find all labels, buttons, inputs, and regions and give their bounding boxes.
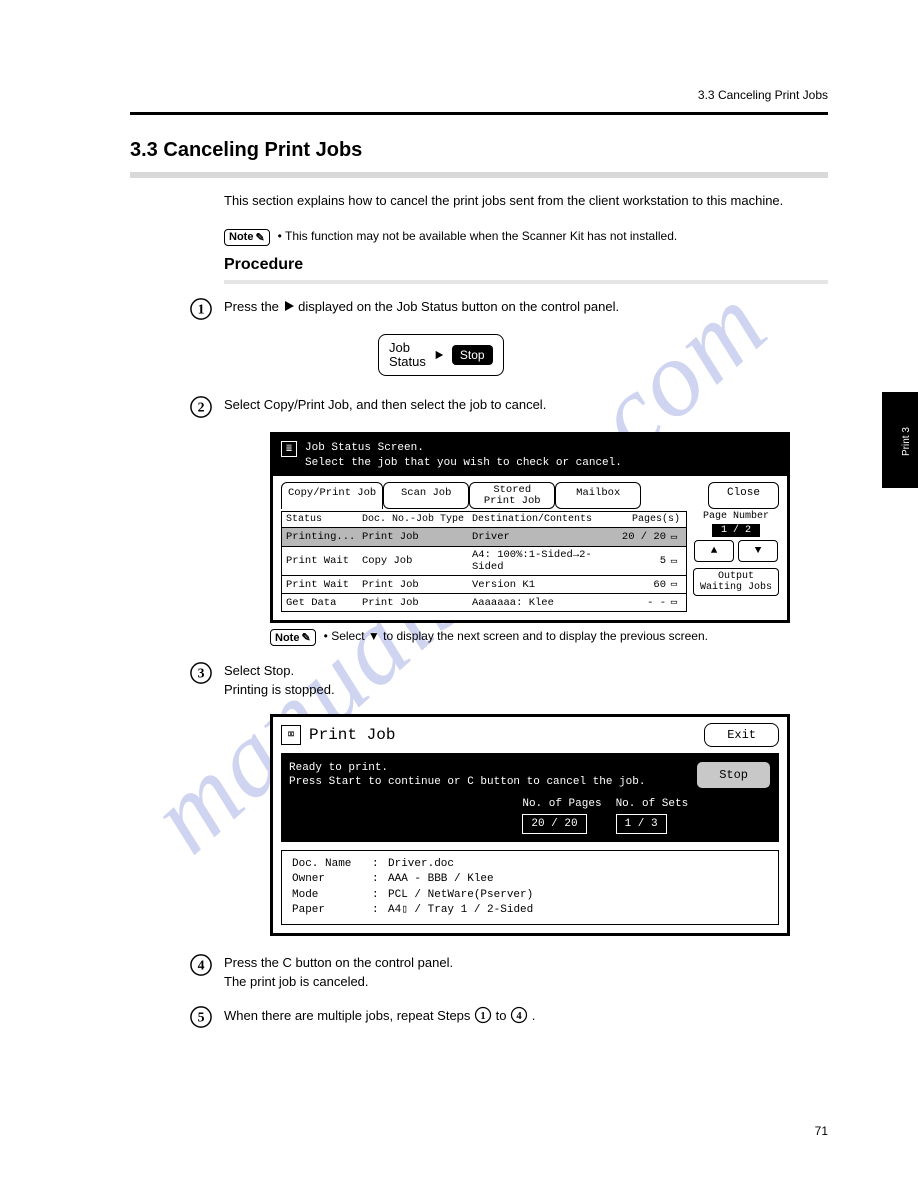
side-tab-bg <box>882 392 918 488</box>
step-4: 4 Press the C button on the control pane… <box>130 954 828 992</box>
svg-text:1: 1 <box>480 1011 485 1022</box>
note-a: Note • This function may not be availabl… <box>224 229 828 246</box>
job-status-button[interactable]: Job Status Stop <box>378 334 504 377</box>
panel2-message: Ready to print. Press Start to continue … <box>289 761 688 834</box>
svg-text:4: 4 <box>198 958 205 973</box>
panel2-title: ⌧ Print Job <box>281 725 395 745</box>
svg-text:1: 1 <box>198 301 205 316</box>
chapter-title: 3.3 Canceling Print Jobs <box>130 139 828 162</box>
output-waiting-button[interactable]: Output Waiting Jobs <box>693 568 779 596</box>
step-4b-text: The print job is canceled. <box>224 974 369 989</box>
side-tab-label: Print 3 <box>901 406 912 478</box>
svg-text:4: 4 <box>517 1011 523 1022</box>
tab-scan[interactable]: Scan Job <box>383 482 469 509</box>
step-1-text: Press the displayed on the Job Status bu… <box>224 298 828 318</box>
pages-icon: ▭ <box>666 555 682 568</box>
page-up-button[interactable]: ▲ <box>694 540 734 562</box>
subhead-procedure: Procedure <box>224 256 828 274</box>
down-triangle-icon: ▼ <box>368 629 383 643</box>
step-1-number-icon: 1 <box>190 298 212 320</box>
step-3-number-icon: 3 <box>190 662 212 684</box>
intro-text: This section explains how to cancel the … <box>224 192 828 211</box>
panel2-details: Doc. Name:Driver.doc Owner:AAA - BBB / K… <box>281 850 779 926</box>
step-1: 1 Press the displayed on the Job Status … <box>130 298 828 320</box>
print-job-panel: ⌧ Print Job Exit Ready to print. Press S… <box>270 714 790 937</box>
tab-mailbox[interactable]: Mailbox <box>555 482 641 509</box>
svg-text:3: 3 <box>198 666 205 681</box>
table-row[interactable]: Print Wait Print Job Version K1 60 ▭ <box>282 575 686 593</box>
circled-1-icon: 1 <box>474 1006 492 1030</box>
rule-top <box>130 112 828 115</box>
panel1-header: ≣ Job Status Screen. Select the job that… <box>273 435 787 476</box>
tab-stored[interactable]: Stored Print Job <box>469 482 555 509</box>
pages-icon: ▭ <box>666 596 682 609</box>
job-status-panel: ≣ Job Status Screen. Select the job that… <box>270 432 790 623</box>
circled-4-icon: 4 <box>510 1006 528 1030</box>
no-pages-value: 20 / 20 <box>522 814 586 834</box>
step-2-number-icon: 2 <box>190 396 212 418</box>
pages-icon: ▭ <box>666 578 682 591</box>
step-3a-text: Select Stop. <box>224 663 294 678</box>
step-3b-text: Printing is stopped. <box>224 682 335 697</box>
page-number-label: Page Number <box>693 511 779 522</box>
page-down-button[interactable]: ▼ <box>738 540 778 562</box>
step-4-number-icon: 4 <box>190 954 212 976</box>
step-2: 2 Select Copy/Print Job, and then select… <box>130 396 828 418</box>
chapter-title-text: Canceling Print Jobs <box>163 139 362 161</box>
step-3: 3 Select Stop. Printing is stopped. <box>130 662 828 700</box>
note-a-text: • This function may not be available whe… <box>278 229 678 243</box>
step-5-text: When there are multiple jobs, repeat Ste… <box>224 1006 828 1030</box>
step-5: 5 When there are multiple jobs, repeat S… <box>130 1006 828 1030</box>
play-icon <box>283 299 295 318</box>
table-row[interactable]: Print Wait Copy Job A4: 100%:1-Sided→2-S… <box>282 546 686 575</box>
page-header-breadcrumb: 3.3 Canceling Print Jobs <box>130 88 828 102</box>
tab-copy-print[interactable]: Copy/Print Job <box>281 482 383 509</box>
play-icon <box>434 348 444 363</box>
close-button[interactable]: Close <box>708 482 779 509</box>
svg-text:2: 2 <box>198 400 205 415</box>
stop-button[interactable]: Stop <box>696 761 771 789</box>
table-row[interactable]: Printing... Print Job Driver 20 / 20 ▭ <box>282 528 686 546</box>
table-header: Status Doc. No.-Job Type Destination/Con… <box>281 511 687 527</box>
note-b: Note • Select ▼ to display the next scre… <box>270 629 828 646</box>
no-sets-value: 1 / 3 <box>616 814 667 834</box>
job-status-button-figure: Job Status Stop <box>378 334 828 377</box>
page-number-badge: 1 / 2 <box>712 524 760 537</box>
step-2-text: Select Copy/Print Job, and then select t… <box>224 396 828 415</box>
note-icon: Note <box>270 629 316 646</box>
page-number: 71 <box>0 1124 828 1138</box>
rule-chapter <box>130 172 828 178</box>
chapter-number: 3.3 <box>130 139 158 161</box>
note-icon: Note <box>224 229 270 246</box>
stop-label: Stop <box>452 345 493 365</box>
svg-text:5: 5 <box>198 1010 205 1025</box>
exit-button[interactable]: Exit <box>704 723 779 747</box>
print-icon: ⌧ <box>281 725 301 745</box>
table-row[interactable]: Get Data Print Job Aaaaaaa: Klee - - ▭ <box>282 593 686 611</box>
document-icon: ≣ <box>281 441 297 457</box>
step-4a-text: Press the C button on the control panel. <box>224 955 453 970</box>
step-5-number-icon: 5 <box>190 1006 212 1028</box>
rule-subhead <box>224 280 828 284</box>
pages-icon: ▭ <box>666 531 682 544</box>
